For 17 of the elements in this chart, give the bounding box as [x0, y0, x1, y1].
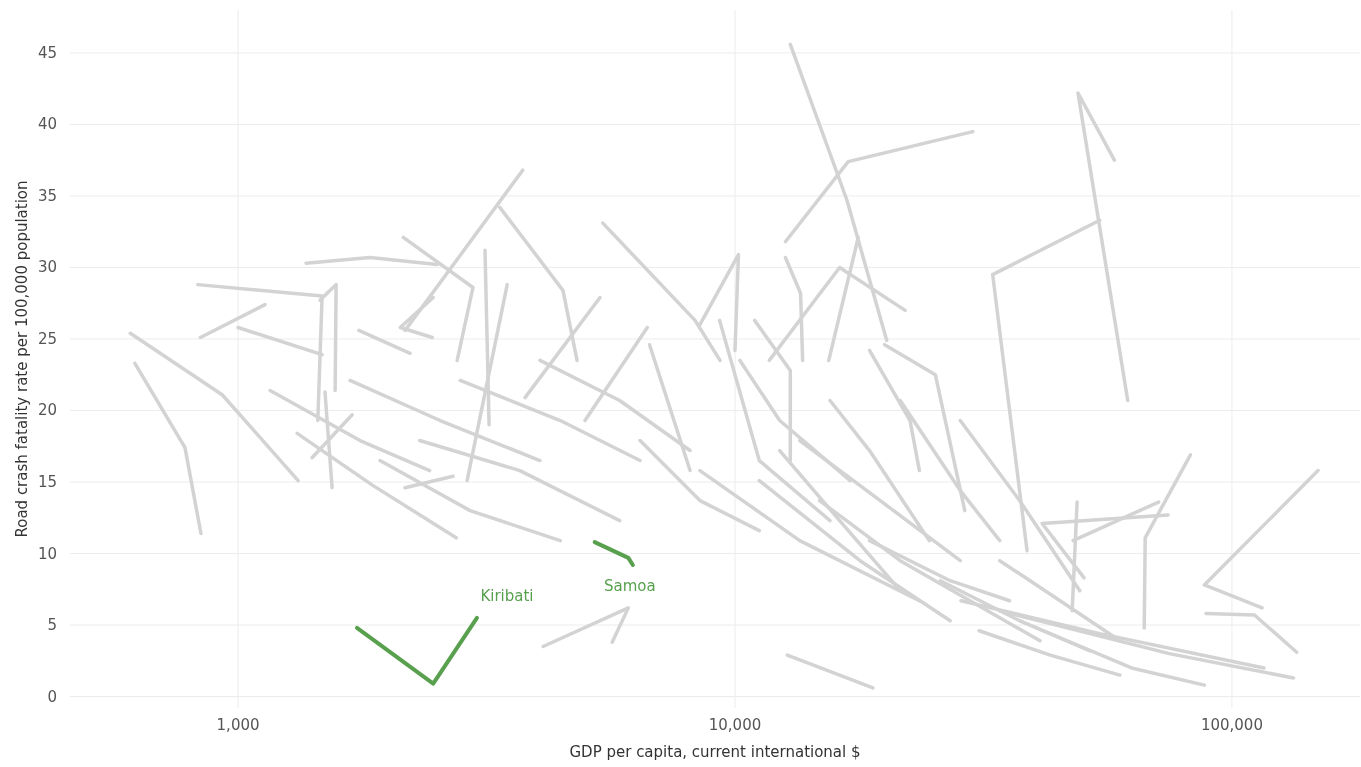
y-tick-label: 40: [37, 115, 57, 134]
x-tick-label: 1,000: [216, 716, 260, 734]
series-label: Kiribati: [480, 586, 534, 605]
y-tick-label: 45: [37, 43, 57, 62]
x-axis-title: GDP per capita, current international $: [569, 743, 861, 761]
y-tick-label: 25: [37, 329, 57, 348]
series-label: Samoa: [604, 576, 656, 595]
y-axis-title: Road crash fatality rate per 100,000 population: [13, 180, 31, 538]
x-tick-label: 10,000: [708, 716, 762, 734]
x-tick-label: 100,000: [1200, 716, 1263, 734]
y-tick-label: 5: [47, 616, 57, 635]
y-tick-label: 30: [37, 258, 57, 277]
y-tick-label: 35: [37, 186, 57, 205]
y-tick-label: 0: [47, 687, 57, 706]
y-tick-label: 20: [37, 401, 57, 420]
y-tick-label: 15: [37, 473, 57, 492]
y-tick-label: 10: [37, 544, 57, 563]
